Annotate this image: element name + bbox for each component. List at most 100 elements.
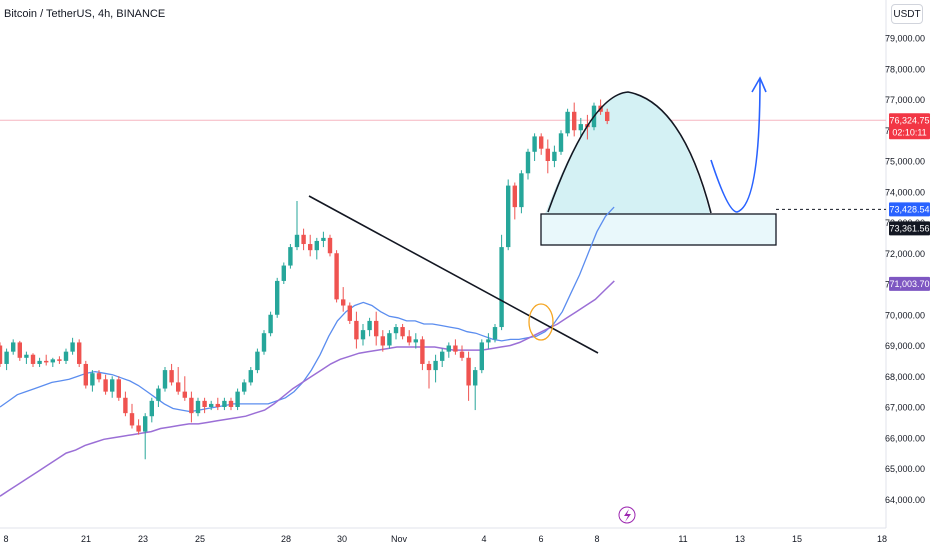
candle-body: [334, 253, 339, 300]
price-label-zone-top: 73,428.54: [889, 202, 930, 217]
candle: [0, 342, 3, 368]
candle-body: [4, 351, 9, 364]
candle-body: [77, 342, 82, 364]
candle-body: [506, 185, 511, 248]
candle-body: [545, 148, 550, 161]
candle: [37, 357, 42, 368]
candle: [374, 311, 379, 346]
candle: [96, 370, 102, 383]
candle-body: [539, 136, 544, 149]
candle-body: [143, 416, 148, 432]
y-tick-label: 69,000.00: [885, 341, 925, 351]
candle-body: [479, 342, 484, 371]
candle-body: [565, 111, 570, 134]
x-tick-label: 21: [81, 534, 91, 544]
candle-body: [255, 351, 260, 371]
candle: [341, 287, 346, 312]
candle: [407, 330, 412, 346]
candle-body: [347, 305, 352, 321]
candle-body: [44, 360, 49, 363]
candle-body: [0, 345, 3, 364]
candle: [248, 367, 253, 386]
candle-body: [149, 400, 154, 417]
candle-body: [235, 391, 240, 407]
candle: [288, 244, 293, 269]
currency-button[interactable]: USDT: [891, 4, 923, 24]
candle-body: [202, 400, 207, 407]
candle-body: [288, 247, 293, 266]
candle: [294, 200, 300, 251]
price-label-bg: [889, 276, 930, 291]
candle: [235, 388, 240, 411]
candle-body: [301, 234, 306, 245]
x-tick-label: 15: [792, 534, 802, 544]
y-tick-label: 64,000.00: [885, 495, 925, 505]
candle: [605, 108, 610, 125]
candle: [347, 302, 352, 324]
candle: [301, 228, 306, 251]
candle-body: [110, 379, 115, 392]
candle-body: [413, 339, 418, 343]
lightning-icon[interactable]: [618, 506, 636, 524]
candle: [440, 348, 445, 368]
y-tick-label: 75,000.00: [885, 157, 925, 167]
candle: [50, 357, 55, 368]
candle: [367, 317, 372, 337]
candle-body: [420, 339, 425, 364]
candle-body: [129, 413, 135, 426]
candle-body: [228, 400, 234, 407]
x-tick-label: 18: [877, 534, 887, 544]
candle: [393, 323, 399, 340]
candle: [202, 397, 207, 414]
candle-body: [182, 391, 187, 398]
candle-body: [242, 382, 247, 392]
price-label-text: 73,428.54: [889, 204, 929, 214]
candle: [525, 148, 531, 180]
candle: [281, 262, 286, 284]
candle: [129, 403, 135, 429]
candles: [0, 99, 610, 460]
candle-body: [446, 345, 451, 352]
candle: [446, 342, 451, 358]
price-label-bg: [889, 113, 930, 140]
candle: [156, 385, 161, 407]
candle: [327, 234, 333, 257]
candle-body: [400, 327, 405, 337]
price-label-zone-bottom: 73,361.56: [889, 221, 930, 236]
candle: [334, 250, 339, 303]
candle-body: [558, 133, 564, 152]
trendline: [308, 195, 599, 354]
candle-body: [63, 351, 69, 361]
candle-body: [24, 354, 29, 358]
candle: [314, 237, 319, 260]
candle: [400, 323, 405, 340]
candle: [426, 360, 432, 389]
candle: [420, 336, 425, 371]
candle-body: [466, 357, 471, 386]
candle-body: [387, 333, 392, 346]
price-label-countdown: 02:10:11: [892, 127, 926, 137]
candle-body: [459, 351, 465, 358]
candle-body: [50, 359, 55, 363]
candle-body: [123, 397, 128, 414]
candle-body: [578, 124, 583, 131]
candle-body: [552, 151, 557, 161]
candle: [413, 333, 418, 349]
candle: [360, 323, 366, 346]
candle-body: [407, 336, 412, 343]
candle-body: [380, 336, 385, 346]
candle-body: [572, 111, 577, 131]
x-tick-label: 13: [735, 534, 745, 544]
candle-body: [136, 425, 141, 432]
candle: [176, 367, 181, 395]
candle-body: [169, 370, 174, 383]
candle: [189, 391, 194, 423]
candle-body: [268, 314, 273, 334]
candle-body: [473, 370, 478, 386]
candle-body: [440, 351, 445, 361]
candle: [539, 133, 544, 155]
candle-body: [393, 327, 399, 334]
x-tick-label: 11: [678, 534, 687, 544]
candle-body: [162, 370, 168, 389]
